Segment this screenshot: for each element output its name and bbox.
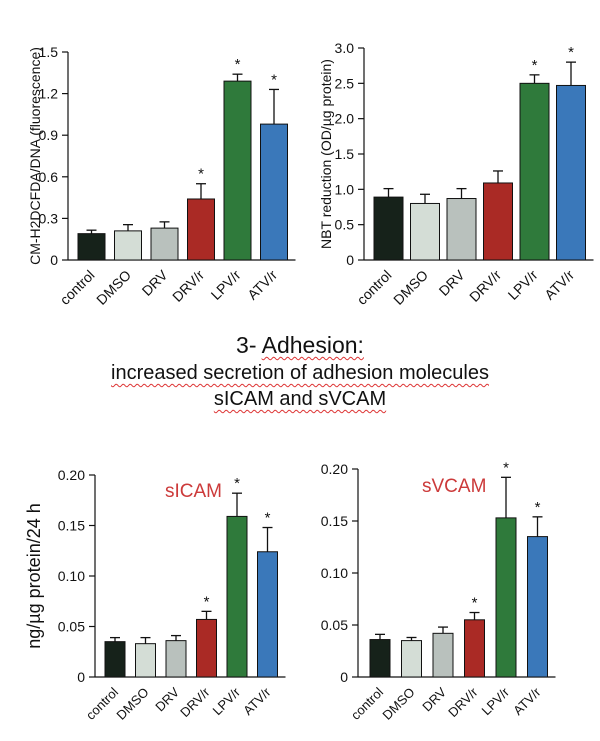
bar-control [77,233,106,261]
bar-dmso [401,640,422,678]
significance-star: * [532,57,538,74]
bar-atv-r [527,536,548,678]
section-heading: 3- Adhesion: increased secretion of adhe… [0,330,600,412]
y-tick-label: 0.6 [39,169,59,185]
bar-dmso [135,643,156,678]
significance-star: * [503,459,509,476]
category-label: DRV/r [466,267,504,305]
category-label: LPV/r [208,267,244,303]
y-tick-label: 0 [50,252,58,268]
y-tick-label: 2.0 [335,111,355,127]
category-label: DRV/r [177,684,213,720]
category-label: DMSO [93,267,134,308]
significance-star: * [235,56,241,73]
category-label: DRV/r [445,684,481,720]
bar-lpv-r [519,82,550,261]
bar-lpv-r [495,517,517,678]
y-tick-label: 1.0 [335,181,355,197]
category-label: ATV/r [240,684,274,718]
section-subtitle: increased secretion of adhesion molecule… [0,360,600,386]
section-title-word: Adhesion: [261,332,364,358]
y-tick-label: 0 [340,669,348,685]
chart-title: sICAM [165,481,222,502]
bar-drv [432,632,454,678]
bar-control [369,639,391,678]
significance-star: * [472,595,478,612]
bar-drv-r [187,198,215,261]
category-label: DRV/r [169,267,207,305]
category-label: LPV/r [210,684,244,718]
significance-star: * [234,475,240,492]
y-tick-label: 1.2 [39,86,59,102]
bar-drv [150,227,179,261]
category-label: LPV/r [479,684,513,718]
significance-star: * [204,593,210,610]
bar-drv-r [483,182,513,261]
bar-drv [165,640,187,678]
section-subtitle-2: sICAM and sVCAM [0,386,600,412]
bar-control [104,641,126,678]
y-axis-label: ng/µg protein/24 h [24,503,44,648]
category-label: DRV [436,266,469,299]
y-tick-label: 0.3 [39,210,59,226]
svcam-chart: 0 0.05 0.10 0.15 0.20 sVCAM control DMSO DRV * DRV… [300,450,600,740]
category-label: control [354,267,395,308]
y-tick-label: 1.5 [39,44,59,60]
y-axis-label: NBT reduction (OD/µg protein) [318,59,334,249]
significance-star: * [198,166,204,183]
category-label: control [57,267,98,308]
significance-star: * [568,44,574,61]
bar-dmso [114,230,142,261]
sicam-chart: 0 0.05 0.10 0.15 0.20 ng/µg protein/24 h sICAM… [0,450,300,740]
y-tick-label: 0.15 [58,518,85,534]
bar-drv-r [464,619,485,678]
y-axis-label: CM-H2DCFDA/DNA (fluorescence) [27,47,43,265]
category-label: control [83,684,121,722]
y-tick-label: 0.05 [321,617,348,633]
y-tick-label: 0.5 [335,217,355,233]
subtitle-line-1: increased secretion of adhesion molecule… [111,362,489,384]
bar-dmso [410,202,440,261]
chart-title: sVCAM [422,476,486,497]
y-tick-label: 0.15 [321,513,348,529]
category-label: ATV/r [510,684,544,718]
y-tick-label: 0.05 [58,619,85,635]
bar-atv-r [260,123,288,261]
y-tick-label: 0.20 [321,461,348,477]
category-label: ATV/r [244,267,280,303]
y-tick-label: 0 [77,669,85,685]
y-tick-label: 0.9 [39,127,59,143]
significance-star: * [271,71,277,88]
ros-fluorescence-chart: 0 0.3 0.6 0.9 1.2 1.5 CM-H2DCFDA/DNA (fluoresc… [0,30,300,355]
bar-atv-r [257,551,278,678]
nbt-reduction-chart: 0 0.5 1.0 1.5 2.0 2.5 3.0 NBT reduction (OD/µg … [300,30,600,355]
bar-lpv-r [223,80,252,261]
bar-atv-r [556,84,586,261]
bar-drv [446,198,477,261]
category-label: ATV/r [541,267,577,303]
subtitle-line-2: sICAM and sVCAM [213,388,387,410]
y-tick-label: 2.5 [335,75,355,91]
significance-star: * [535,499,541,516]
y-tick-label: 1.5 [335,146,355,162]
category-label: DRV [139,266,172,299]
section-number: 3- [236,332,262,358]
category-label: DMSO [113,685,151,723]
y-tick-label: 0.20 [58,467,85,483]
y-tick-label: 0.10 [58,568,85,584]
category-label: DMSO [379,685,417,723]
category-label: control [348,684,386,722]
y-tick-label: 0.10 [321,565,348,581]
category-label: DMSO [390,267,431,308]
bar-drv-r [196,618,217,678]
bar-lpv-r [226,515,248,678]
y-tick-label: 3.0 [335,40,355,56]
category-label: LPV/r [505,267,541,303]
section-title: 3- Adhesion: [0,330,600,360]
y-tick-label: 0 [346,252,354,268]
bar-control [373,196,404,261]
significance-star: * [265,510,271,527]
